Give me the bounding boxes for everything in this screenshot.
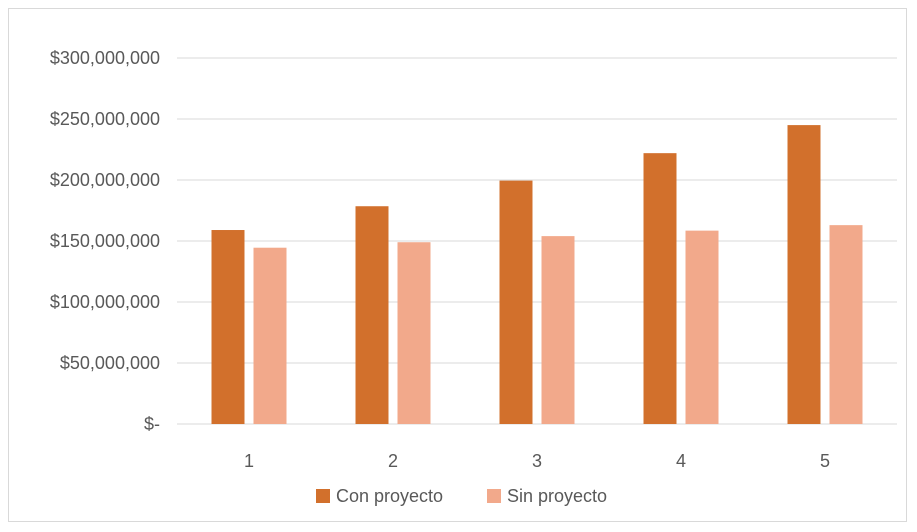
y-tick-label: $200,000,000 bbox=[50, 170, 160, 190]
legend-swatch bbox=[487, 489, 501, 503]
bar-sin-proyecto-4 bbox=[685, 230, 719, 424]
legend-swatch bbox=[316, 489, 330, 503]
x-tick-label: 5 bbox=[820, 451, 830, 471]
chart-frame bbox=[8, 8, 907, 522]
bar-con-proyecto-5 bbox=[787, 125, 821, 424]
bar-con-proyecto-3 bbox=[499, 180, 533, 424]
x-tick-label: 3 bbox=[532, 451, 542, 471]
bar-con-proyecto-1 bbox=[211, 230, 245, 424]
legend-label: Con proyecto bbox=[336, 486, 443, 506]
legend: Con proyecto Sin proyecto bbox=[316, 486, 607, 506]
gridlines bbox=[177, 57, 897, 425]
y-tick-label: $250,000,000 bbox=[50, 109, 160, 129]
bar-con-proyecto-4 bbox=[643, 153, 677, 424]
y-tick-label: $50,000,000 bbox=[60, 353, 160, 373]
bar-sin-proyecto-1 bbox=[253, 247, 287, 424]
bar-sin-proyecto-5 bbox=[829, 225, 863, 424]
x-tick-label: 2 bbox=[388, 451, 398, 471]
x-tick-label: 4 bbox=[676, 451, 686, 471]
bars bbox=[211, 125, 863, 424]
bar-sin-proyecto-3 bbox=[541, 236, 575, 424]
bar-con-proyecto-2 bbox=[355, 206, 389, 424]
x-axis-tick-labels: 1 2 3 4 5 bbox=[244, 451, 830, 471]
y-tick-label: $300,000,000 bbox=[50, 48, 160, 68]
y-tick-label: $100,000,000 bbox=[50, 292, 160, 312]
y-tick-label: $- bbox=[144, 414, 160, 434]
x-tick-label: 1 bbox=[244, 451, 254, 471]
y-axis-tick-labels: $- $50,000,000 $100,000,000 $150,000,000 $20… bbox=[50, 48, 160, 434]
bar-sin-proyecto-2 bbox=[397, 242, 431, 424]
legend-label: Sin proyecto bbox=[507, 486, 607, 506]
y-tick-label: $150,000,000 bbox=[50, 231, 160, 251]
